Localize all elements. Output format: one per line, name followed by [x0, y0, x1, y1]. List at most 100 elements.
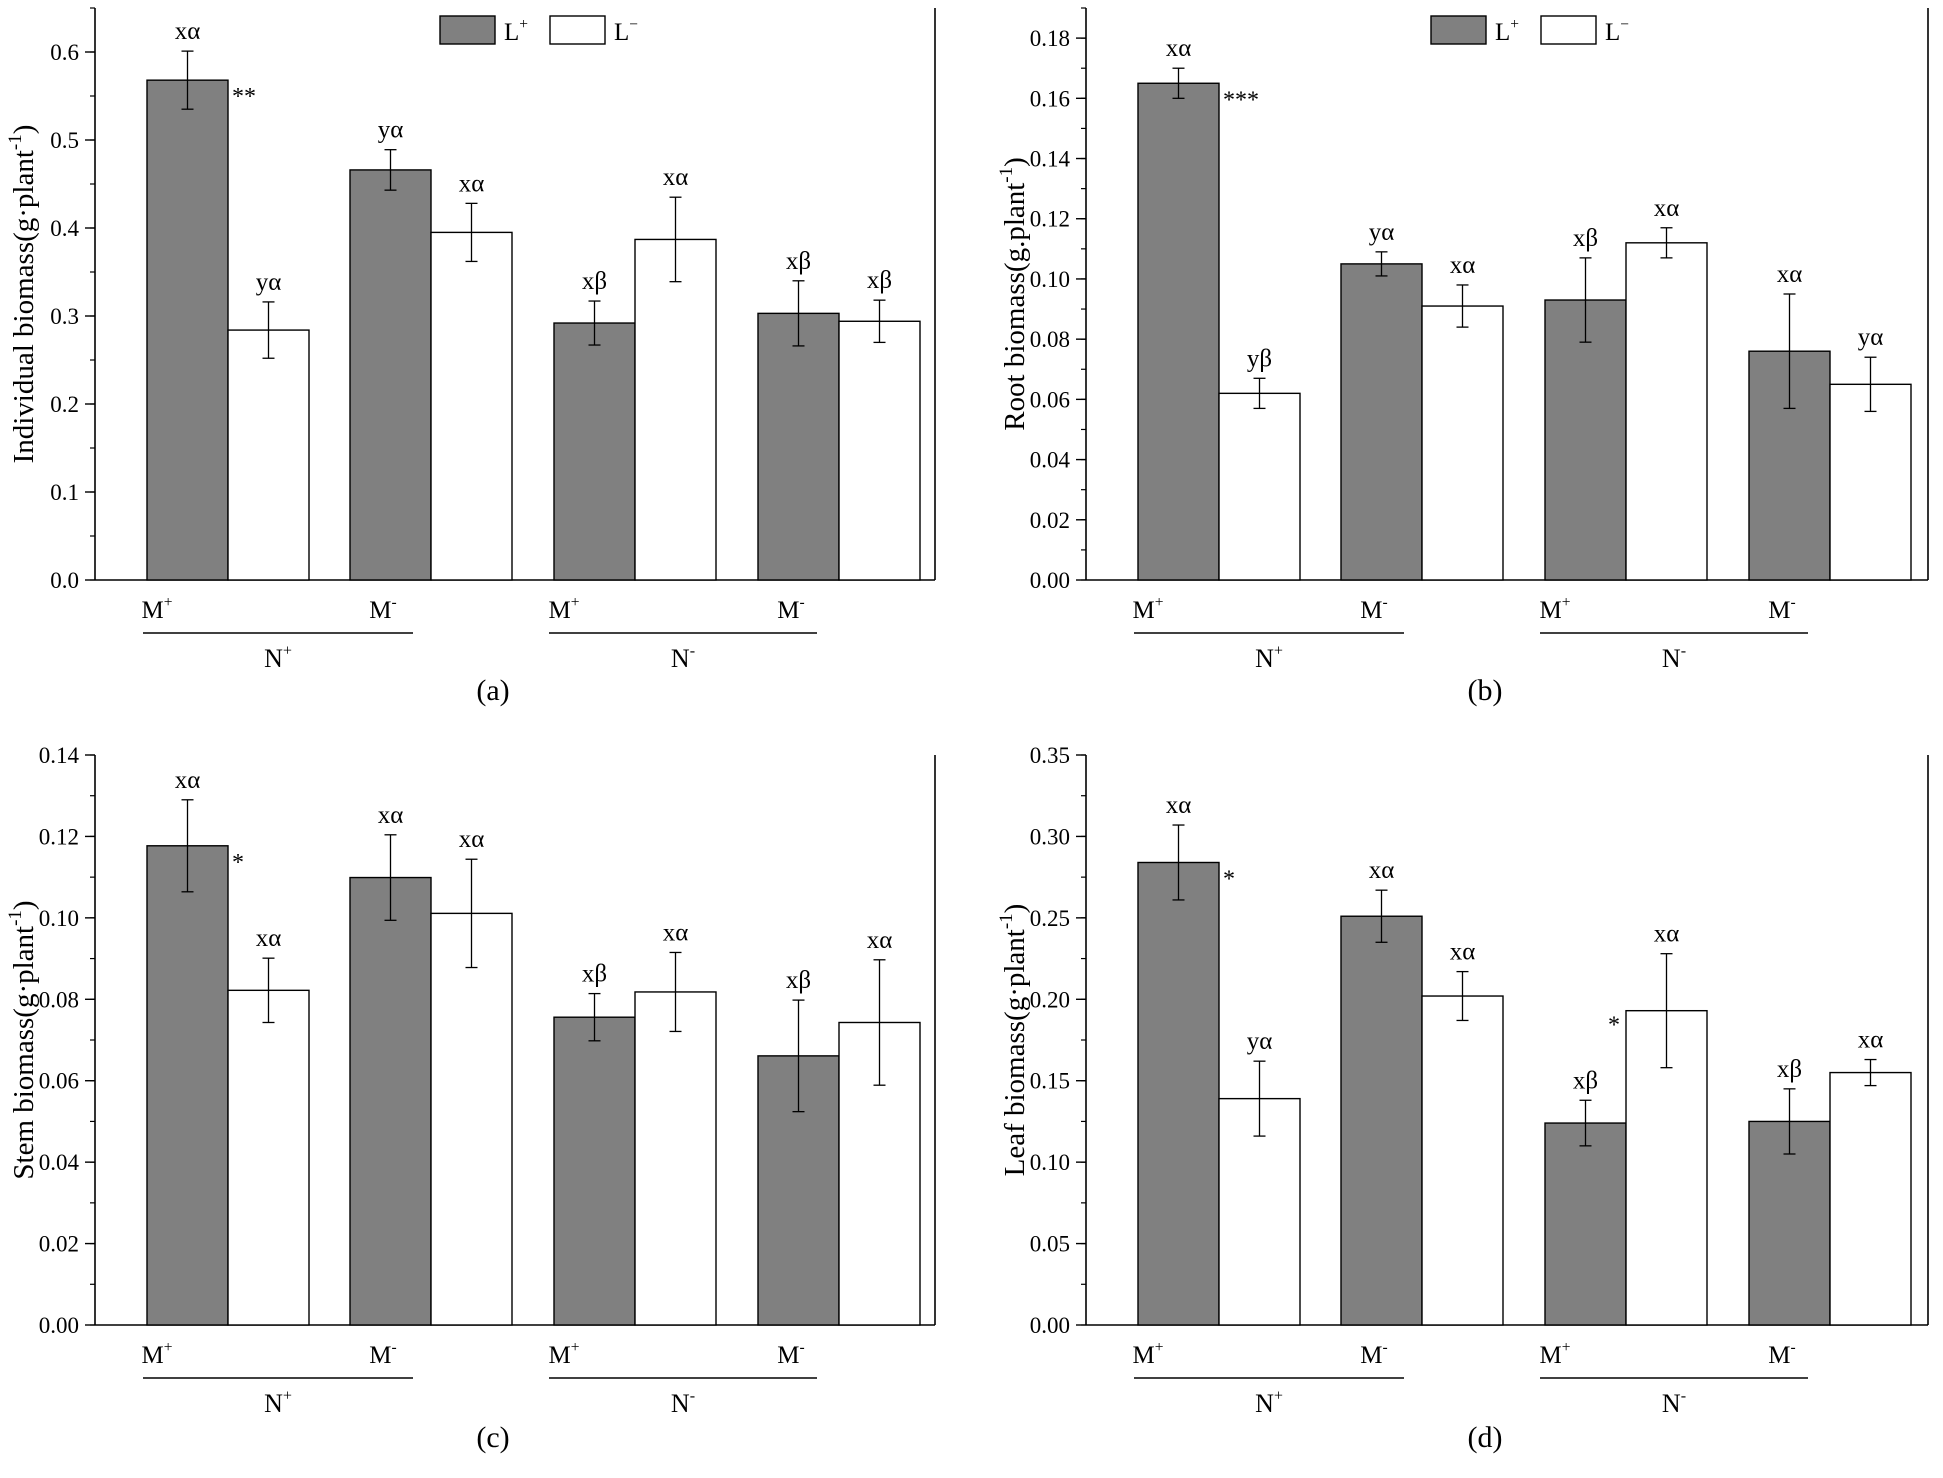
y-axis-label-close: )	[999, 157, 1031, 167]
group-label-sup: -	[690, 642, 695, 659]
significance-stars: **	[232, 84, 256, 110]
bar-lminus-1	[430, 231, 513, 581]
group-label-sup: +	[283, 642, 292, 659]
panel-b: 0.00 0.02 0.04 0.06 0.08 0.10 0.12 0.14 0.16 0.18…	[996, 7, 1929, 707]
y-tick-label: 0.35	[1030, 743, 1070, 768]
category-label-sup: -	[392, 1339, 397, 1356]
category-label-sup: +	[1155, 1339, 1164, 1356]
category-label-sup: +	[1562, 594, 1571, 611]
group-label-sup: -	[1681, 642, 1686, 659]
bar-lminus-2	[1625, 242, 1708, 581]
significance-letters: xα	[1450, 252, 1476, 279]
bar-lminus-1	[1421, 305, 1504, 581]
significance-letters: xα	[1450, 939, 1476, 966]
y-axis-label-text: Individual biomass(g·plant	[8, 150, 40, 463]
bar-lplus-0	[146, 79, 229, 581]
y-axis-label: Individual biomass(g·plant-1)	[5, 125, 40, 464]
significance-letters: xα	[1166, 35, 1192, 62]
category-label: M-	[777, 1339, 804, 1369]
group-label: N+	[264, 1387, 292, 1418]
y-axis-label-sup: -1	[5, 910, 26, 926]
y-tick-label: 0.14	[39, 743, 80, 768]
y-axis-label-close: )	[8, 125, 40, 135]
panel-caption: (d)	[1468, 1421, 1503, 1454]
panel-d: 0.00 0.05 0.10 0.15 0.20 0.25 0.30 0.35 Leaf bio…	[996, 743, 1929, 1454]
legend-label-lminus-base: L	[614, 19, 629, 46]
group-label-base: N	[671, 644, 690, 673]
significance-letters: xβ	[582, 268, 607, 295]
group-label-base: N	[671, 1389, 690, 1418]
significance-letters: yβ	[1247, 345, 1272, 372]
significance-letters: xα	[1858, 1027, 1884, 1054]
category-label-base: M	[1133, 1342, 1155, 1369]
group-label-base: N	[1662, 1389, 1681, 1418]
y-axis-label: Stem biomass(g·plant-1)	[5, 900, 40, 1179]
y-tick-label: 0.10	[39, 906, 79, 931]
category-label: M-	[1768, 1339, 1795, 1369]
legend-label-lplus-base: L	[504, 19, 519, 46]
category-label-sup: -	[800, 594, 805, 611]
significance-letters: xα	[1166, 792, 1192, 819]
panel-caption: (b)	[1468, 674, 1503, 707]
category-label: M+	[142, 1339, 173, 1369]
group-label-sup: -	[690, 1387, 695, 1404]
category-label-sup: -	[392, 594, 397, 611]
y-axis-label-text: Stem biomass(g·plant	[8, 926, 40, 1180]
y-tick-label: 0.06	[39, 1069, 79, 1094]
legend-swatch-lplus	[439, 15, 496, 45]
legend: L+ L−	[439, 15, 638, 46]
significance-stars: *	[232, 850, 244, 876]
panel-caption: (c)	[476, 1421, 509, 1454]
group-label: N+	[1255, 1387, 1283, 1418]
y-tick-label: 0.00	[39, 1313, 79, 1338]
y-tick-label: 0.00	[1030, 568, 1070, 593]
category-label-base: M	[549, 1342, 571, 1369]
category-label-base: M	[777, 1342, 799, 1369]
y-tick-label: 0.08	[1030, 327, 1070, 352]
category-label-sup: +	[1562, 1339, 1571, 1356]
category-label: M-	[1768, 594, 1795, 624]
significance-letters: xβ	[786, 967, 811, 994]
significance-letters: xα	[1369, 857, 1395, 884]
y-axis-label-close: )	[999, 904, 1031, 914]
category-label-base: M	[1540, 1342, 1562, 1369]
category-label-base: M	[1133, 597, 1155, 624]
bar-lplus-1	[349, 169, 432, 581]
significance-letters: yα	[1858, 324, 1884, 351]
y-axis-label-sup: -1	[5, 134, 26, 150]
category-label-base: M	[549, 597, 571, 624]
significance-letters: yα	[256, 269, 282, 296]
y-tick-label: 0.02	[39, 1232, 79, 1257]
category-label: M+	[1133, 594, 1164, 624]
y-tick-label: 0.12	[39, 824, 79, 849]
group-label-base: N	[1255, 1389, 1274, 1418]
bar-lminus-3	[838, 320, 921, 581]
category-label: M+	[549, 1339, 580, 1369]
significance-letters: xα	[1654, 195, 1680, 222]
legend-swatch-lplus	[1430, 15, 1487, 45]
significance-letters: xβ	[1573, 1067, 1598, 1094]
bar-lplus-0	[146, 845, 229, 1326]
significance-stars: ***	[1223, 87, 1259, 113]
legend-label-lplus: L+	[504, 16, 528, 46]
category-label-sup: +	[571, 594, 580, 611]
category-label-sup: -	[1383, 594, 1388, 611]
category-label-sup: +	[164, 1339, 173, 1356]
y-tick-label: 0.5	[50, 128, 79, 153]
y-tick-label: 0.08	[39, 987, 79, 1012]
group-label: N-	[1662, 642, 1686, 673]
legend-label-lminus-sup: −	[629, 16, 638, 33]
category-label: M+	[1540, 1339, 1571, 1369]
y-axis-label-text: Root biomass(g.plant	[999, 183, 1031, 431]
y-tick-label: 0.12	[1030, 207, 1070, 232]
category-label-sup: -	[1791, 594, 1796, 611]
y-tick-label: 0.14	[1030, 147, 1071, 172]
y-tick-label: 0.16	[1030, 86, 1070, 111]
y-tick-label: 0.20	[1030, 987, 1070, 1012]
significance-letters: xβ	[1777, 1056, 1802, 1083]
category-label-base: M	[142, 597, 164, 624]
bar-lminus-1	[1421, 995, 1504, 1326]
panel-c: 0.00 0.02 0.04 0.06 0.08 0.10 0.12 0.14 Stem bio…	[5, 743, 936, 1454]
bar-lplus-2	[553, 322, 636, 581]
group-label-base: N	[264, 1389, 283, 1418]
